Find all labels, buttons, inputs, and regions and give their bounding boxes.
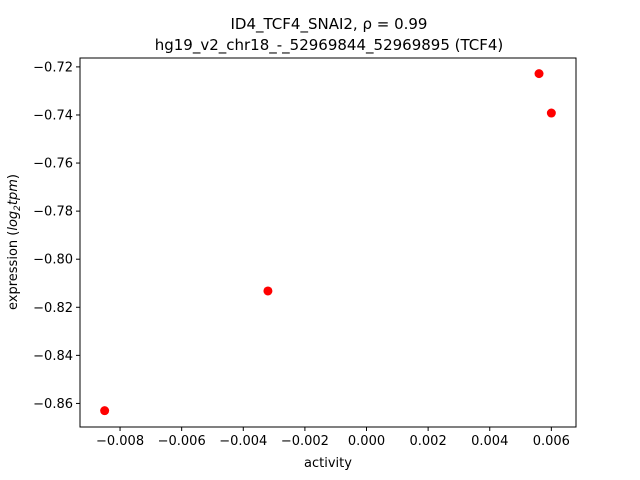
y-tick-label: −0.74 <box>33 108 73 123</box>
x-tick-label: 0.004 <box>471 434 508 449</box>
x-axis-label: activity <box>304 456 352 471</box>
y-tick-label: −0.72 <box>33 60 73 75</box>
y-tick-label: −0.82 <box>33 301 73 316</box>
y-axis-label: expression (log2tpm) <box>6 174 23 310</box>
y-axis-label-log: log <box>6 211 21 231</box>
axis-ticks: −0.008 −0.006 −0.004 −0.002 0.000 0.002 0.004 0… <box>33 60 570 449</box>
x-tick-label: −0.006 <box>158 434 206 449</box>
chart-title-line2: hg19_v2_chr18_-_52969844_52969895 (TCF4) <box>155 36 504 55</box>
y-tick-label: −0.84 <box>33 349 73 364</box>
y-tick-label: −0.80 <box>33 253 73 268</box>
y-axis-label-prefix: expression ( <box>6 231 21 310</box>
plot-frame <box>79 57 577 428</box>
chart-title-line1: ID4_TCF4_SNAI2, ρ = 0.99 <box>231 15 428 34</box>
x-tick-label: −0.002 <box>281 434 329 449</box>
x-tick-label: 0.002 <box>410 434 447 449</box>
scatter-point <box>263 286 273 296</box>
x-tick-label: −0.008 <box>96 434 144 449</box>
y-tick-label: −0.78 <box>33 205 73 220</box>
x-tick-label: −0.004 <box>219 434 267 449</box>
y-axis-label-suffix: ) <box>6 174 21 179</box>
scatter-points <box>100 69 556 416</box>
y-tick-label: −0.86 <box>33 397 73 412</box>
y-tick-label: −0.76 <box>33 157 73 172</box>
y-axis-label-tpm: tpm <box>6 179 21 205</box>
scatter-point <box>534 69 544 79</box>
x-tick-label: 0.006 <box>533 434 570 449</box>
y-axis-label-subscript: 2 <box>13 205 23 211</box>
scatter-point <box>100 406 110 416</box>
x-tick-label: 0.000 <box>348 434 385 449</box>
scatter-point <box>546 108 556 118</box>
